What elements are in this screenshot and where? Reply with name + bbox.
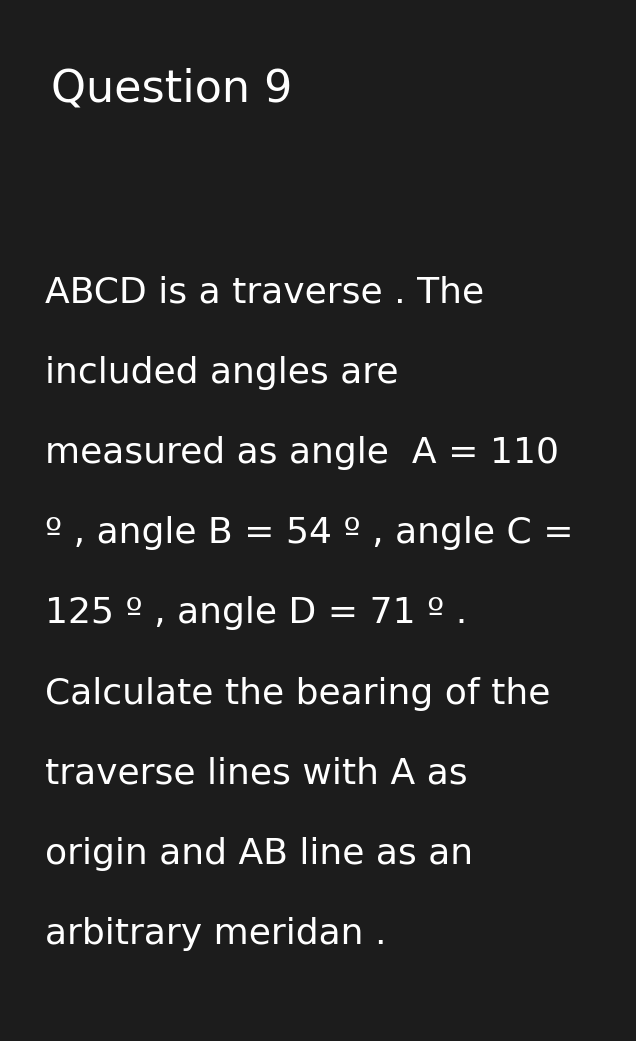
Text: arbitrary meridan .: arbitrary meridan .: [45, 917, 386, 951]
Text: º , angle B = 54 º , angle C =: º , angle B = 54 º , angle C =: [45, 516, 573, 551]
Text: Question 9: Question 9: [51, 68, 293, 110]
Text: ABCD is a traverse . The: ABCD is a traverse . The: [45, 276, 483, 310]
Text: 125 º , angle D = 71 º .: 125 º , angle D = 71 º .: [45, 596, 467, 631]
Text: Calculate the bearing of the: Calculate the bearing of the: [45, 677, 550, 711]
Text: origin and AB line as an: origin and AB line as an: [45, 837, 473, 871]
Text: included angles are: included angles are: [45, 356, 398, 390]
Text: traverse lines with A as: traverse lines with A as: [45, 757, 467, 791]
Text: measured as angle  A = 110: measured as angle A = 110: [45, 436, 558, 471]
